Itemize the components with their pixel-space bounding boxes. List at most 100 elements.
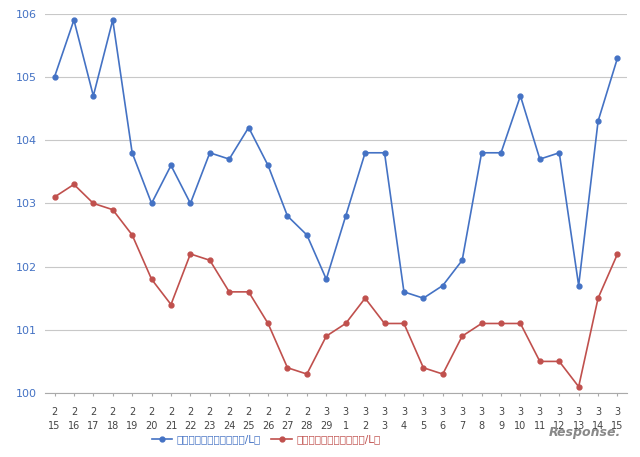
Text: 1: 1	[342, 421, 349, 431]
レギュラー実売価格（円/L）	[536, 359, 544, 364]
レギュラー実売価格（円/L）	[303, 372, 311, 377]
Text: 2: 2	[168, 407, 174, 417]
Text: 3: 3	[537, 407, 543, 417]
Text: 3: 3	[556, 407, 563, 417]
Text: 7: 7	[459, 421, 465, 431]
Text: 3: 3	[479, 407, 484, 417]
レギュラー実売価格（円/L）	[167, 302, 175, 307]
Text: 25: 25	[243, 421, 255, 431]
Text: 2: 2	[129, 407, 135, 417]
レギュラー看板価格（円/L）	[497, 150, 505, 155]
Text: 14: 14	[592, 421, 604, 431]
レギュラー実売価格（円/L）	[575, 384, 582, 389]
レギュラー看板価格（円/L）	[595, 118, 602, 124]
Text: 17: 17	[87, 421, 100, 431]
レギュラー看板価格（円/L）	[362, 150, 369, 155]
レギュラー実売価格（円/L）	[109, 207, 116, 213]
レギュラー看板価格（円/L）	[245, 125, 253, 130]
Text: 9: 9	[498, 421, 504, 431]
レギュラー看板価格（円/L）	[478, 150, 486, 155]
レギュラー実売価格（円/L）	[400, 321, 408, 326]
レギュラー看板価格（円/L）	[420, 296, 428, 301]
Text: 3: 3	[381, 421, 388, 431]
Text: 15: 15	[611, 421, 624, 431]
レギュラー実売価格（円/L）	[245, 289, 253, 295]
レギュラー看板価格（円/L）	[167, 163, 175, 168]
レギュラー実売価格（円/L）	[70, 181, 78, 187]
レギュラー看板価格（円/L）	[536, 156, 544, 162]
Text: 19: 19	[126, 421, 138, 431]
Text: 26: 26	[262, 421, 275, 431]
Text: 3: 3	[362, 407, 368, 417]
レギュラー実売価格（円/L）	[362, 296, 369, 301]
Text: 2: 2	[90, 407, 97, 417]
Text: 2: 2	[246, 407, 252, 417]
レギュラー看板価格（円/L）	[575, 283, 582, 288]
レギュラー看板価格（円/L）	[516, 93, 524, 99]
レギュラー実売価格（円/L）	[129, 232, 136, 238]
レギュラー看板価格（円/L）	[109, 17, 116, 23]
レギュラー看板価格（円/L）	[400, 289, 408, 295]
Text: 16: 16	[68, 421, 80, 431]
Line: レギュラー実売価格（円/L）: レギュラー実売価格（円/L）	[52, 182, 620, 389]
レギュラー実売価格（円/L）	[497, 321, 505, 326]
Text: 18: 18	[107, 421, 119, 431]
Text: 29: 29	[320, 421, 333, 431]
Text: 5: 5	[420, 421, 426, 431]
レギュラー看板価格（円/L）	[303, 232, 311, 238]
レギュラー看板価格（円/L）	[323, 276, 330, 282]
レギュラー看板価格（円/L）	[284, 213, 291, 219]
レギュラー看板価格（円/L）	[439, 283, 447, 288]
Text: 28: 28	[301, 421, 313, 431]
レギュラー看板価格（円/L）	[458, 258, 466, 263]
Text: 2: 2	[71, 407, 77, 417]
Text: 22: 22	[184, 421, 196, 431]
レギュラー看板価格（円/L）	[90, 93, 97, 99]
レギュラー実売価格（円/L）	[206, 258, 214, 263]
レギュラー実売価格（円/L）	[342, 321, 349, 326]
レギュラー実売価格（円/L）	[478, 321, 486, 326]
レギュラー実売価格（円/L）	[225, 289, 233, 295]
Text: 2: 2	[304, 407, 310, 417]
Text: 21: 21	[164, 421, 177, 431]
Text: 27: 27	[281, 421, 294, 431]
Text: 2: 2	[207, 407, 213, 417]
レギュラー看板価格（円/L）	[264, 163, 272, 168]
Text: 3: 3	[381, 407, 388, 417]
レギュラー看板価格（円/L）	[70, 17, 78, 23]
Text: 2: 2	[109, 407, 116, 417]
Legend: レギュラー看板価格（円/L）, レギュラー実売価格（円/L）: レギュラー看板価格（円/L）, レギュラー実売価格（円/L）	[147, 430, 385, 448]
Text: 2: 2	[362, 421, 368, 431]
Text: 3: 3	[323, 407, 330, 417]
レギュラー看板価格（円/L）	[556, 150, 563, 155]
Text: 24: 24	[223, 421, 236, 431]
Text: 8: 8	[479, 421, 484, 431]
Text: 6: 6	[440, 421, 446, 431]
Text: 3: 3	[575, 407, 582, 417]
Text: 20: 20	[145, 421, 158, 431]
レギュラー看板価格（円/L）	[51, 74, 58, 80]
Text: 3: 3	[342, 407, 349, 417]
Text: 3: 3	[401, 407, 407, 417]
レギュラー実売価格（円/L）	[458, 333, 466, 339]
Text: 12: 12	[553, 421, 566, 431]
レギュラー看板価格（円/L）	[342, 213, 349, 219]
Text: 2: 2	[284, 407, 291, 417]
レギュラー実売価格（円/L）	[595, 296, 602, 301]
レギュラー実売価格（円/L）	[556, 359, 563, 364]
Text: 2: 2	[188, 407, 193, 417]
レギュラー実売価格（円/L）	[90, 201, 97, 206]
Text: 2: 2	[265, 407, 271, 417]
レギュラー実売価格（円/L）	[187, 251, 195, 257]
レギュラー実売価格（円/L）	[51, 194, 58, 200]
レギュラー看板価格（円/L）	[614, 55, 621, 61]
レギュラー看板価格（円/L）	[225, 156, 233, 162]
レギュラー実売価格（円/L）	[148, 276, 156, 282]
Text: 4: 4	[401, 421, 407, 431]
レギュラー実売価格（円/L）	[614, 251, 621, 257]
レギュラー実売価格（円/L）	[420, 365, 428, 371]
レギュラー実売価格（円/L）	[284, 365, 291, 371]
Text: 3: 3	[517, 407, 524, 417]
レギュラー実売価格（円/L）	[381, 321, 388, 326]
Text: 3: 3	[440, 407, 446, 417]
